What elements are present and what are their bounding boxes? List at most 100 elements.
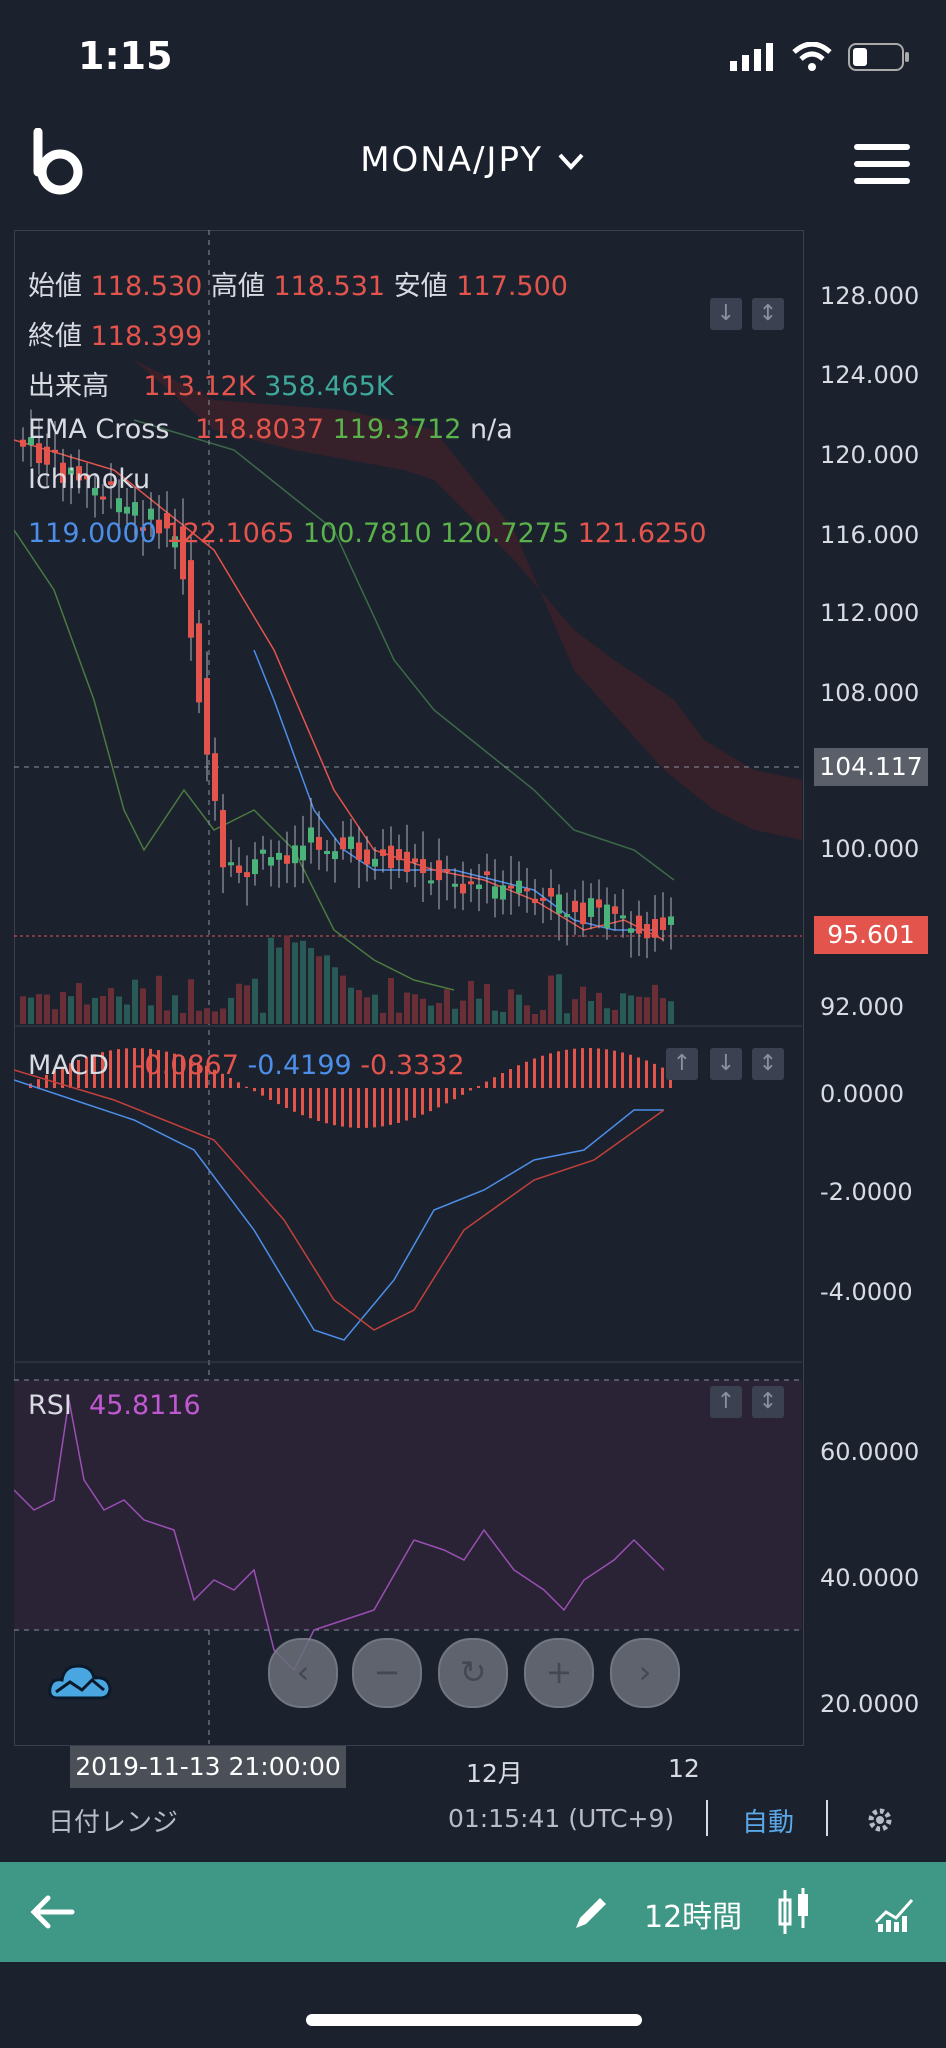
- last-price-tag: 95.601: [814, 916, 928, 954]
- volume-bar: [404, 992, 410, 1024]
- macd-bar: [421, 1088, 424, 1115]
- macd-bar: [637, 1057, 640, 1088]
- candle-body: [100, 496, 106, 500]
- time-tick: 12: [668, 1754, 700, 1783]
- volume-bar: [92, 997, 98, 1024]
- signal-icon: [730, 43, 773, 71]
- time-tick: 12月: [466, 1759, 523, 1788]
- volume-bar: [412, 994, 418, 1024]
- volume-bar: [500, 1011, 506, 1024]
- volume-bar: [508, 989, 514, 1024]
- macd-bar: [309, 1088, 312, 1119]
- ichimoku-lead-line: [133, 419, 675, 881]
- volume-bar: [492, 1010, 498, 1024]
- move-up-icon[interactable]: ↑: [666, 1048, 698, 1080]
- move-down-icon[interactable]: ↓: [710, 1048, 742, 1080]
- volume-bar: [420, 998, 426, 1024]
- candle-body: [340, 837, 346, 850]
- macd-line: [14, 1079, 664, 1341]
- reset-button[interactable]: ↻: [438, 1638, 508, 1708]
- volume-bars: [20, 935, 674, 1024]
- high-value: 118.531: [273, 271, 386, 302]
- menu-icon[interactable]: [854, 144, 910, 195]
- resize-icon[interactable]: ↕: [752, 1386, 784, 1418]
- volume-bar: [268, 937, 274, 1024]
- price-tick: 116.000: [820, 521, 920, 549]
- resize-icon[interactable]: ↕: [752, 298, 784, 330]
- clock-display[interactable]: 01:15:41 (UTC+9): [448, 1804, 674, 1833]
- volume-v2: 358.465K: [264, 371, 394, 402]
- resize-icon[interactable]: ↕: [752, 1048, 784, 1080]
- macd-bar: [229, 1077, 232, 1088]
- candle-body: [516, 880, 522, 894]
- candle-body: [44, 446, 50, 465]
- candle-body: [612, 906, 618, 914]
- ichimoku-cloud: [134, 360, 802, 840]
- candle-body: [404, 851, 410, 872]
- candle-body: [60, 462, 66, 483]
- macd-bar: [341, 1088, 344, 1127]
- macd-bar: [293, 1088, 296, 1112]
- price-tick: 108.000: [820, 679, 920, 707]
- macd-tick: -4.0000: [820, 1278, 913, 1306]
- gear-icon[interactable]: [864, 1804, 896, 1836]
- app-logo[interactable]: [30, 128, 90, 198]
- scroll-left-button[interactable]: ‹: [268, 1638, 338, 1708]
- ichimoku-v3: 100.7810: [302, 518, 432, 549]
- chart-frame[interactable]: [14, 230, 804, 1746]
- macd-bar: [357, 1088, 360, 1128]
- volume-bar: [292, 942, 298, 1024]
- macd-bar: [245, 1086, 248, 1088]
- candlestick-icon[interactable]: [776, 1886, 812, 1938]
- macd-v1: -0.0867: [134, 1050, 239, 1081]
- scroll-right-button[interactable]: ›: [610, 1638, 680, 1708]
- macd-bar: [437, 1088, 440, 1108]
- macd-bar: [37, 1079, 40, 1088]
- zoom-in-button[interactable]: +: [524, 1638, 594, 1708]
- candle-body: [468, 881, 474, 885]
- pair-selector[interactable]: MONA/JPY: [0, 140, 946, 180]
- candle-body: [620, 915, 626, 919]
- macd-bar: [349, 1088, 352, 1128]
- macd-bar: [189, 1059, 192, 1088]
- interval-selector[interactable]: 12時間: [644, 1900, 743, 1935]
- macd-bar: [533, 1058, 536, 1088]
- pencil-icon[interactable]: [570, 1892, 612, 1934]
- auto-scale-button[interactable]: 自動: [742, 1808, 795, 1838]
- macd-legend: MACD -0.0867 -0.4199 -0.3332: [28, 1050, 465, 1081]
- ichimoku-values: 119.0000 122.1065 100.7810 120.7275 121.…: [28, 518, 707, 549]
- volume-bar: [332, 967, 338, 1024]
- zoom-out-button[interactable]: −: [352, 1638, 422, 1708]
- rsi-band: [14, 1380, 802, 1630]
- indicator-icon[interactable]: [874, 1892, 916, 1934]
- volume-bar: [428, 1005, 434, 1024]
- macd-label: MACD: [28, 1050, 109, 1081]
- low-value: 117.500: [456, 271, 568, 302]
- cloud-icon[interactable]: [48, 1660, 112, 1702]
- candle-body: [268, 857, 274, 866]
- macd-bar: [589, 1048, 592, 1088]
- volume-bar: [188, 979, 194, 1024]
- volume-bar: [388, 977, 394, 1024]
- move-up-icon[interactable]: ↑: [710, 1386, 742, 1418]
- volume-bar: [132, 979, 138, 1024]
- macd-bar: [69, 1063, 72, 1088]
- macd-bar: [509, 1069, 512, 1088]
- candle-body: [572, 900, 578, 913]
- move-down-icon[interactable]: ↓: [710, 298, 742, 330]
- close-value: 118.399: [90, 321, 203, 352]
- candle-body: [212, 753, 218, 801]
- volume-bar: [228, 997, 234, 1024]
- chart-canvas[interactable]: [14, 230, 802, 1744]
- volume-bar: [84, 1004, 90, 1024]
- volume-bar: [372, 994, 378, 1024]
- back-arrow-icon[interactable]: [28, 1894, 76, 1930]
- macd-bar: [653, 1063, 656, 1088]
- macd-bar: [389, 1088, 392, 1125]
- price-axis[interactable]: 128.000 124.000 120.000 116.000 112.000 …: [802, 230, 932, 1744]
- date-range-button[interactable]: 日付レンジ: [48, 1808, 179, 1838]
- volume-bar: [444, 989, 450, 1024]
- volume-bar: [516, 994, 522, 1024]
- signal-line: [14, 1069, 665, 1331]
- candle-body: [52, 449, 58, 453]
